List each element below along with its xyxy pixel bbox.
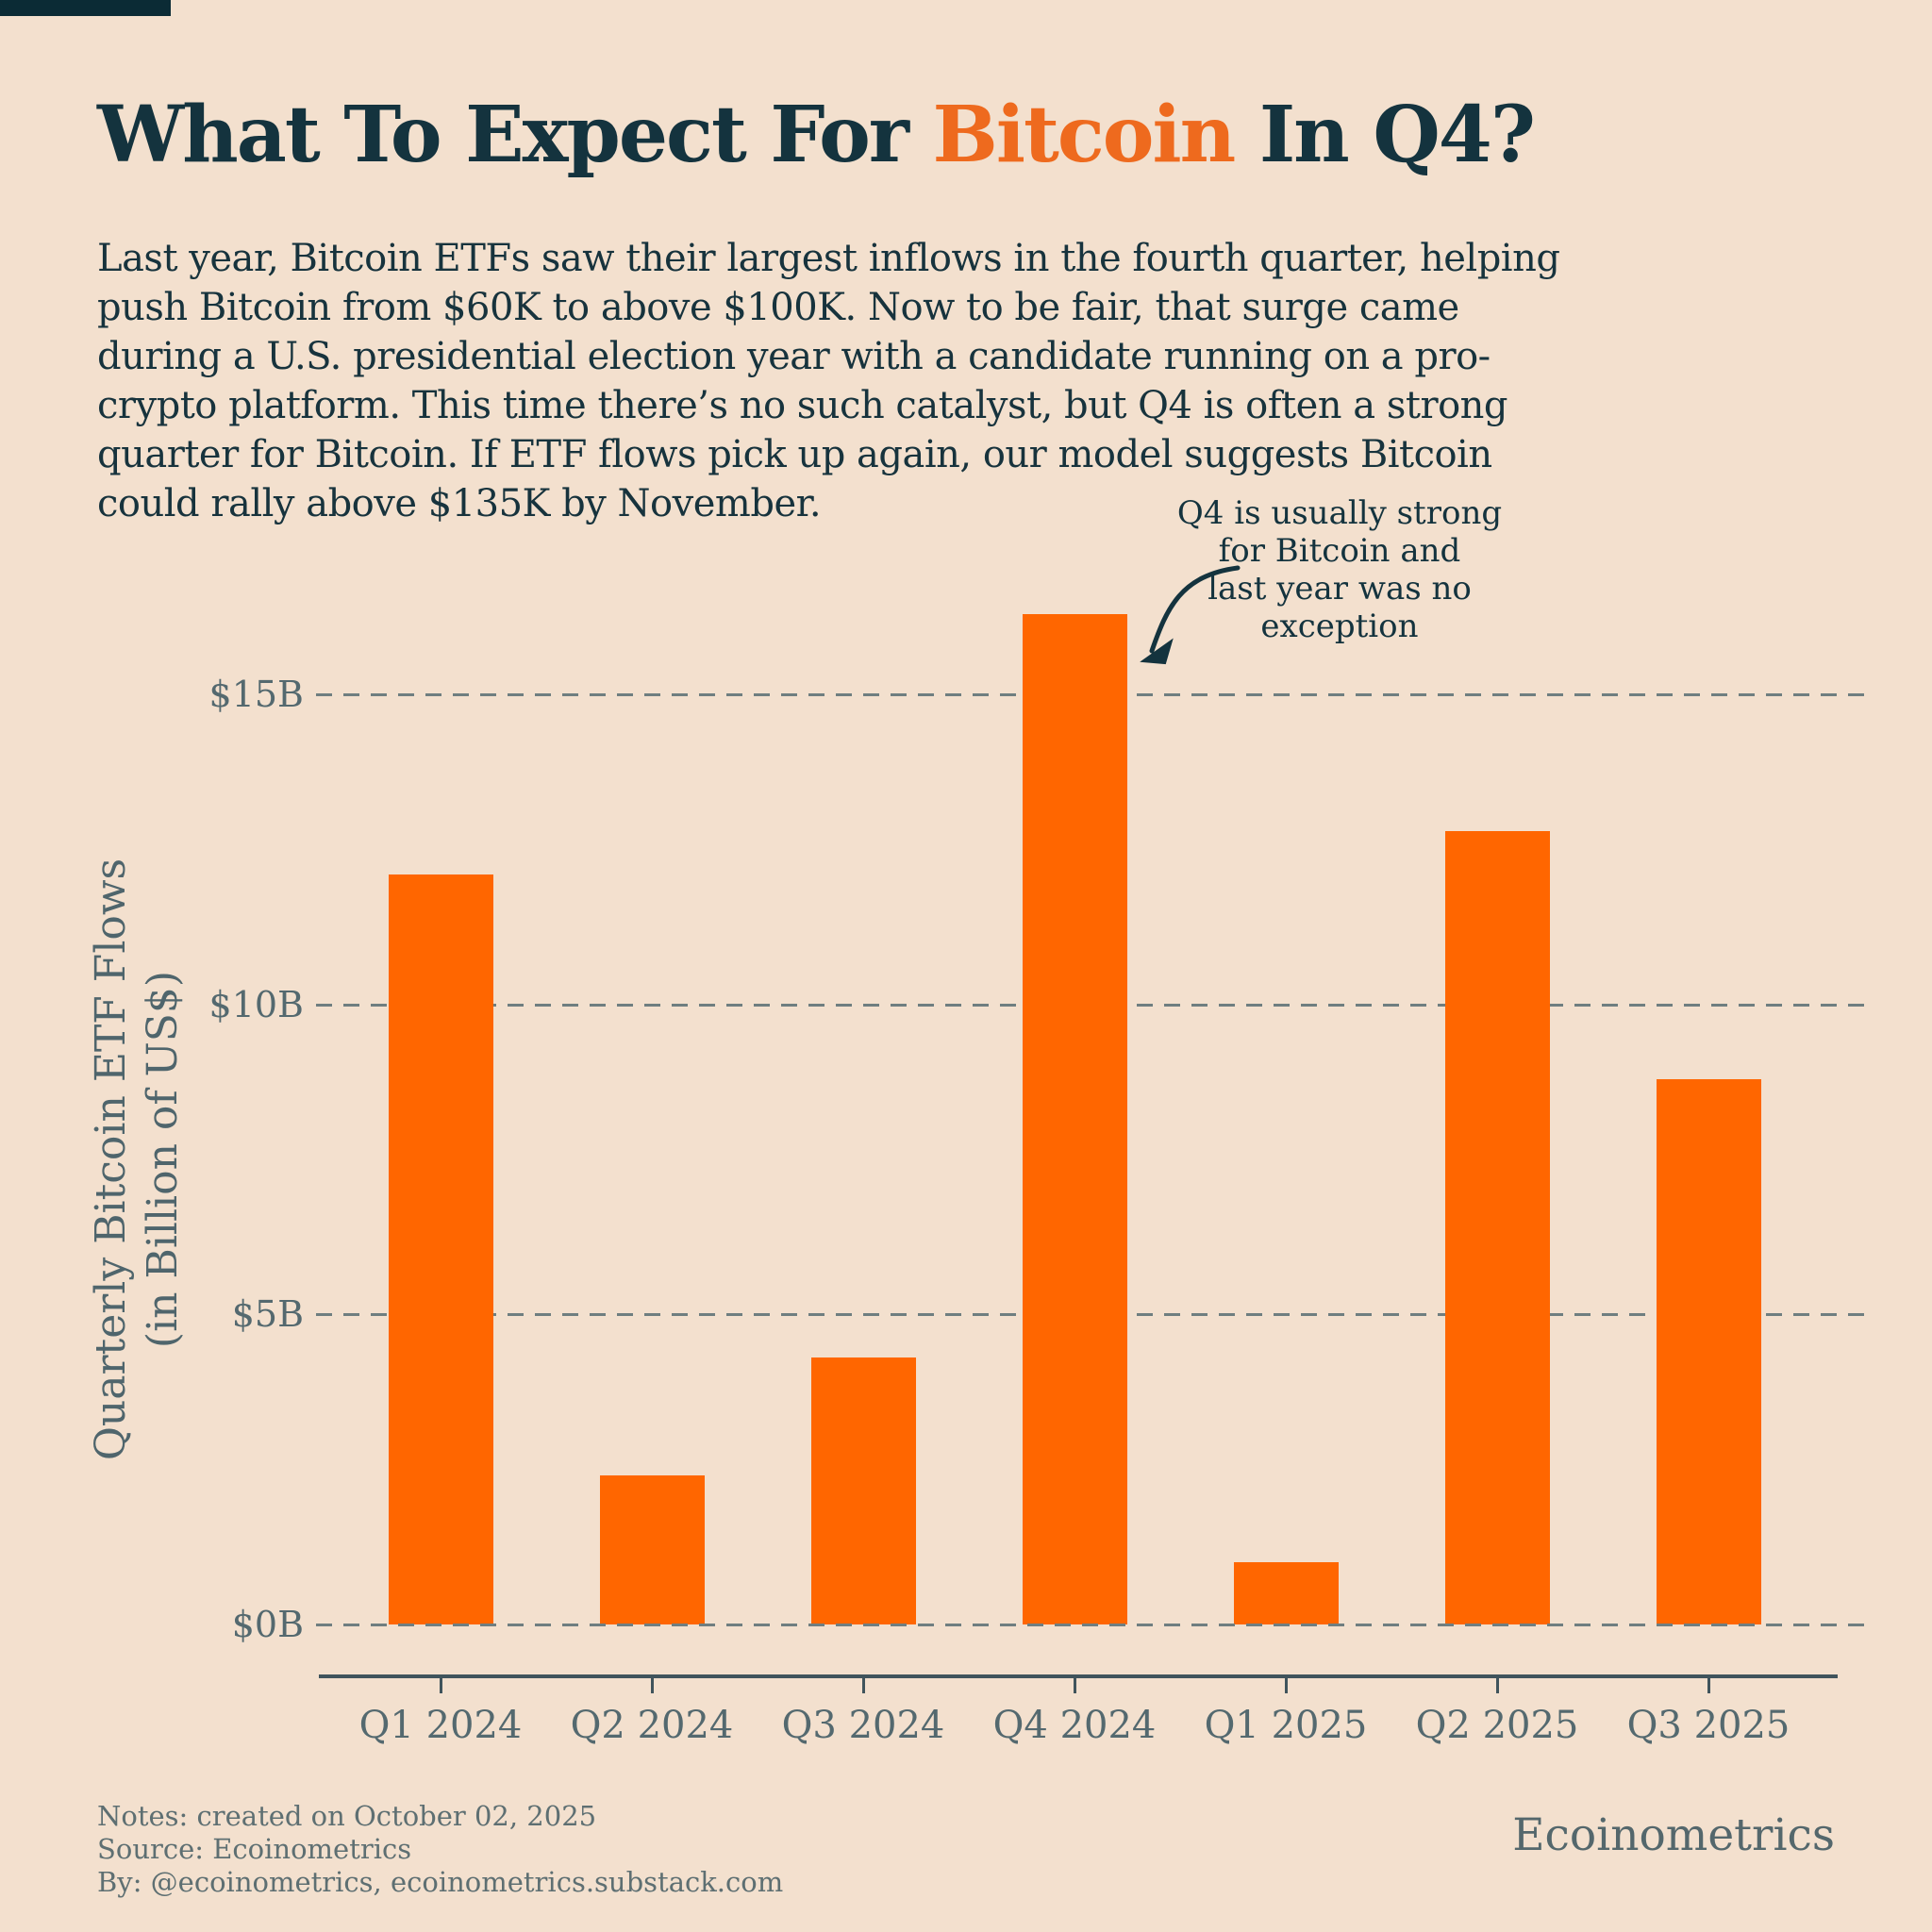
chart-annotation-line: exception xyxy=(1260,608,1419,646)
bar-Q2-2025 xyxy=(1444,831,1550,1624)
bar-Q2-2024 xyxy=(599,1475,705,1624)
y-axis-title-line1: Quarterly Bitcoin ETF Flows xyxy=(87,858,135,1461)
bar-Q4-2024 xyxy=(1022,614,1127,1624)
bar-Q1-2024 xyxy=(388,874,493,1624)
x-tick-mark-Q2-2024 xyxy=(651,1678,654,1693)
footer-notes-source: Source: Ecoinometrics xyxy=(97,1832,412,1865)
x-tick-mark-Q2-2025 xyxy=(1496,1678,1499,1693)
footer-notes: Notes: created on October 02, 2025 Sourc… xyxy=(97,1800,783,1898)
chart-annotation-line: last year was no xyxy=(1208,570,1472,608)
x-tick-mark-Q1-2024 xyxy=(440,1678,442,1693)
y-tick-label-$10B: $10B xyxy=(208,983,304,1025)
x-tick-label-Q4-2024: Q4 2024 xyxy=(992,1704,1157,1747)
y-tick-label-$5B: $5B xyxy=(231,1293,304,1336)
x-tick-mark-Q3-2025 xyxy=(1707,1678,1710,1693)
page-title: What To Expect For Bitcoin In Q4? xyxy=(97,90,1795,181)
x-tick-label-Q2-2025: Q2 2025 xyxy=(1415,1704,1579,1747)
y-axis-title: Quarterly Bitcoin ETF Flows (in Billion … xyxy=(85,858,189,1460)
y-tick-label-$15B: $15B xyxy=(208,674,304,715)
top-accent-bar xyxy=(0,0,171,16)
x-tick-label-Q3-2024: Q3 2024 xyxy=(781,1704,945,1747)
page-title-prefix: What To Expect For xyxy=(97,89,933,180)
bar-Q3-2024 xyxy=(810,1357,916,1624)
page-title-suffix: In Q4? xyxy=(1234,89,1536,180)
x-tick-mark-Q1-2025 xyxy=(1285,1678,1288,1693)
footer-notes-byline: By: @ecoinometrics, ecoinometrics.substa… xyxy=(97,1865,784,1898)
bar-Q3-2025 xyxy=(1656,1079,1761,1624)
footer-notes-created: Notes: created on October 02, 2025 xyxy=(97,1800,597,1832)
x-tick-label-Q1-2025: Q1 2025 xyxy=(1204,1704,1368,1747)
chart-annotation-line: Q4 is usually strong xyxy=(1176,494,1503,532)
brand-logo-text: Ecoinometrics xyxy=(1512,1809,1835,1861)
bar-Q1-2025 xyxy=(1233,1562,1339,1624)
page-title-highlight-bitcoin: Bitcoin xyxy=(932,89,1237,180)
x-axis-line xyxy=(319,1674,1838,1678)
y-axis-title-line2: (in Billion of US$) xyxy=(139,970,187,1349)
x-tick-label-Q1-2024: Q1 2024 xyxy=(358,1704,523,1747)
gridline-$0B-overlay xyxy=(316,1624,1875,1626)
x-tick-label-Q3-2025: Q3 2025 xyxy=(1626,1704,1790,1747)
x-tick-mark-Q3-2024 xyxy=(862,1678,865,1693)
chart-annotation: Q4 is usually strong for Bitcoin and last … xyxy=(1075,494,1604,645)
chart-annotation-line: for Bitcoin and xyxy=(1218,532,1461,571)
x-tick-label-Q2-2024: Q2 2024 xyxy=(570,1704,734,1747)
x-tick-mark-Q4-2024 xyxy=(1074,1678,1076,1693)
y-tick-label-$0B: $0B xyxy=(231,1604,304,1645)
intro-paragraph: Last year, Bitcoin ETFs saw their larges… xyxy=(97,237,1560,525)
